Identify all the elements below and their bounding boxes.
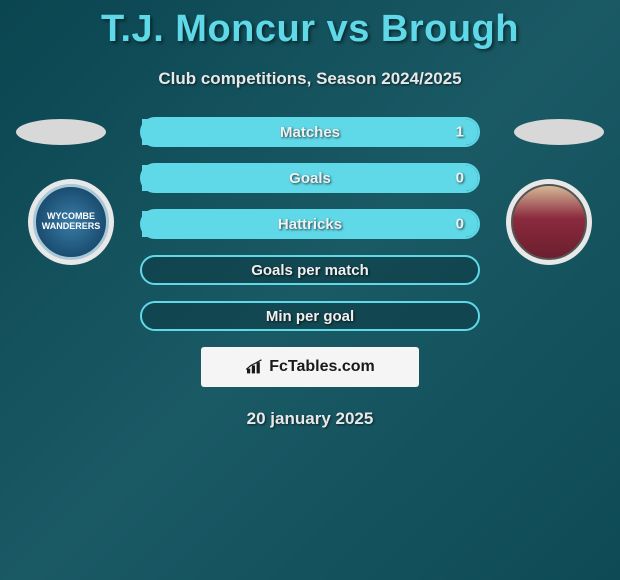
stat-value-right: 0 [456, 170, 464, 187]
page-title: T.J. Moncur vs Brough [0, 0, 620, 51]
brand-text: FcTables.com [269, 358, 375, 376]
club-badge-left-inner: WYCOMBE WANDERERS [33, 184, 109, 260]
stat-rows: Matches 1 Goals 0 Hattricks 0 Goals per … [140, 117, 480, 331]
date: 20 january 2025 [0, 409, 620, 429]
stat-row-goals-per-match: Goals per match [140, 255, 480, 285]
stat-row-goals: Goals 0 [140, 163, 480, 193]
stat-row-matches: Matches 1 [140, 117, 480, 147]
player-photo-right [514, 119, 604, 145]
club-badge-right [506, 179, 592, 265]
subtitle: Club competitions, Season 2024/2025 [0, 69, 620, 89]
stat-label: Matches [142, 124, 478, 141]
stat-label: Hattricks [142, 216, 478, 233]
stats-area: WYCOMBE WANDERERS Matches 1 Goals 0 Hatt… [0, 117, 620, 429]
stat-value-right: 0 [456, 216, 464, 233]
stat-value-right: 1 [456, 124, 464, 141]
stat-row-min-per-goal: Min per goal [140, 301, 480, 331]
stat-label: Goals [142, 170, 478, 187]
brand-box[interactable]: FcTables.com [201, 347, 419, 387]
club-badge-right-inner [511, 184, 587, 260]
player-photo-left [16, 119, 106, 145]
stat-row-hattricks: Hattricks 0 [140, 209, 480, 239]
bar-chart-icon [245, 359, 265, 375]
club-badge-left: WYCOMBE WANDERERS [28, 179, 114, 265]
stat-label: Min per goal [142, 308, 478, 325]
stat-label: Goals per match [142, 262, 478, 279]
